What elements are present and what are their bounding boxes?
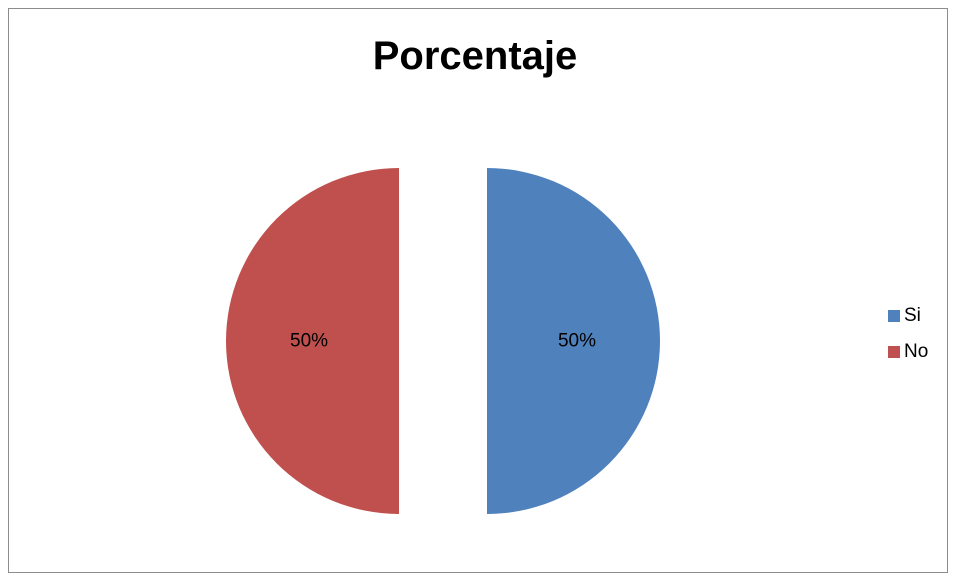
data-label-si: 50%: [558, 331, 596, 352]
data-label-no: 50%: [290, 331, 328, 352]
pie-slice-no: [226, 168, 399, 514]
legend-label: No: [904, 341, 929, 362]
pie-slice-si: [487, 168, 660, 514]
chart-frame: [8, 8, 948, 573]
legend-label: Si: [904, 305, 921, 326]
chart-legend: Si No: [888, 305, 929, 378]
legend-swatch: [888, 310, 900, 322]
chart-title: Porcentaje: [372, 34, 578, 78]
legend-swatch: [888, 346, 900, 358]
legend-item-no: No: [888, 341, 929, 362]
legend-item-si: Si: [888, 305, 928, 326]
